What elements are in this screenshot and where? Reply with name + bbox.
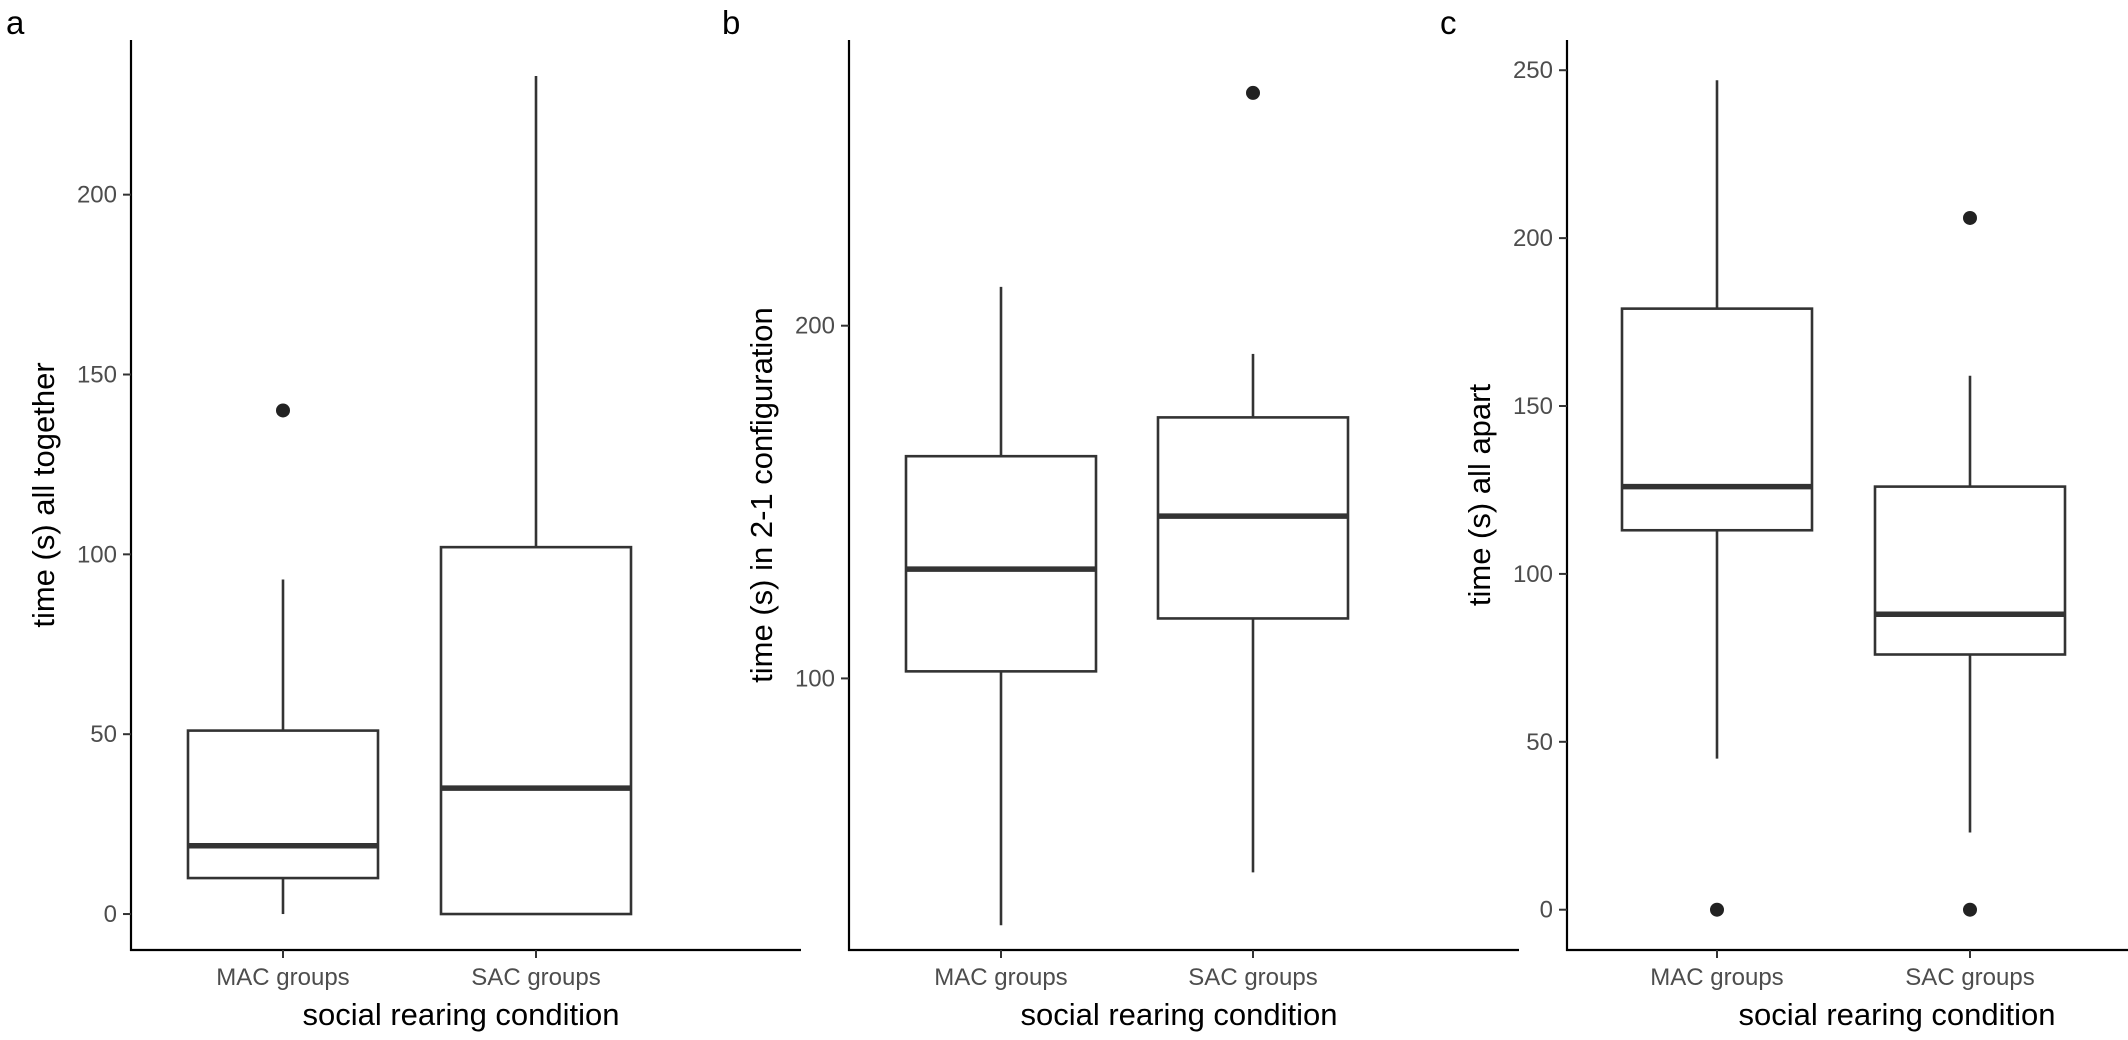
y-tick-label: 200 [795, 313, 835, 340]
y-tick-label: 100 [1513, 561, 1553, 588]
outlier-point [1963, 210, 1977, 225]
box-sac-groups [1156, 85, 1350, 873]
y-tick-label: 100 [77, 541, 117, 568]
x-axis-title: social rearing condition [1020, 997, 1337, 1032]
y-tick-label: 50 [1526, 729, 1553, 756]
y-tick-label: 150 [1513, 393, 1553, 420]
y-tick-label: 200 [77, 182, 117, 209]
y-tick-label: 100 [795, 665, 835, 692]
y-axis-title: time (s) in 2-1 configuration [744, 307, 779, 683]
y-axis-title: time (s) all apart [1462, 384, 1497, 607]
iqr-box [1873, 485, 2067, 656]
y-axis-title: time (s) all together [26, 362, 61, 627]
y-tick-label: 0 [1540, 897, 1553, 924]
y-tick-label: 0 [104, 901, 117, 928]
x-axis-title: social rearing condition [302, 997, 619, 1032]
y-tick-label: 50 [90, 721, 117, 748]
panel-letter: b [722, 4, 740, 41]
panel-a: a 0 50 100 150 200 MAC groups SAC groups social … [6, 4, 801, 1032]
x-tick-label: MAC groups [216, 964, 349, 991]
y-tick-label: 250 [1513, 57, 1553, 84]
panel-letter: c [1440, 4, 1457, 41]
outlier-point [1246, 85, 1260, 100]
panel-b: b 100 200 MAC groups SAC groups social rearin… [722, 4, 1519, 1032]
x-axis-title: social rearing condition [1738, 997, 2055, 1032]
x-tick-label: SAC groups [1188, 964, 1317, 991]
y-tick-label: 200 [1513, 225, 1553, 252]
box-mac-groups [1620, 80, 1814, 917]
iqr-box [1620, 307, 1814, 532]
y-tick-label: 150 [77, 362, 117, 389]
outlier-point [1963, 902, 1977, 917]
x-tick-label: SAC groups [1905, 964, 2034, 991]
panel-letter: a [6, 4, 25, 41]
x-tick-label: MAC groups [934, 964, 1067, 991]
x-tick-label: MAC groups [1650, 964, 1783, 991]
outlier-point [1710, 902, 1724, 917]
box-mac-groups [904, 286, 1098, 926]
x-tick-label: SAC groups [471, 964, 600, 991]
box-sac-groups [439, 75, 633, 916]
iqr-box [439, 545, 633, 916]
iqr-box [904, 454, 1098, 673]
panel-c: c 0 50 100 150 200 250 MAC groups SAC groups soci… [1440, 4, 2128, 1032]
outlier-point [276, 403, 290, 418]
box-sac-groups [1873, 210, 2067, 917]
box-mac-groups [186, 403, 380, 915]
iqr-box [186, 729, 380, 880]
